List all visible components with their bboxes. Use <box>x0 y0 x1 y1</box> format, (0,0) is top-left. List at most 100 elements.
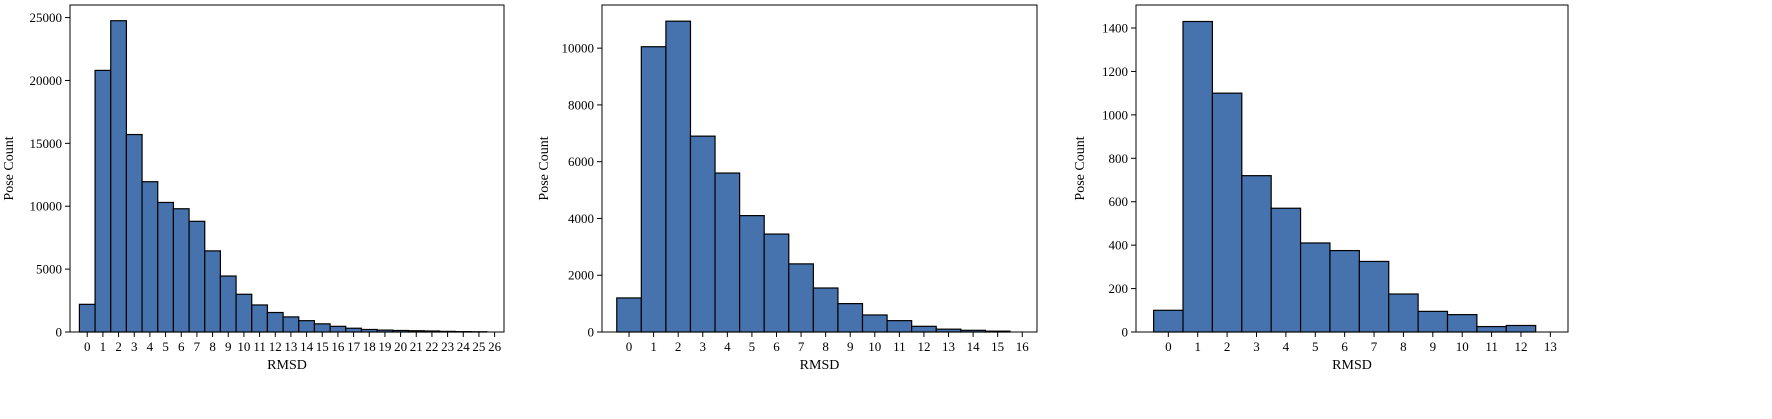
chart1-x-tick-label: 8 <box>209 339 216 354</box>
chart3-x-tick-label: 1 <box>1194 339 1201 354</box>
chart3-bar <box>1211 92 1243 333</box>
chart1-bar <box>188 220 206 333</box>
chart2-x-tick-label: 10 <box>868 339 881 354</box>
chart3-y-tick-label: 200 <box>1109 281 1129 296</box>
chart3-y-tick-label: 0 <box>1122 325 1129 340</box>
chart1-bar <box>125 133 143 333</box>
chart2-x-axis-label: RMSD <box>800 358 840 373</box>
chart3-bar <box>1241 175 1272 333</box>
chart3-x-tick-label: 4 <box>1283 339 1290 354</box>
chart1-y-tick-label: 15000 <box>30 136 63 151</box>
chart1-bar <box>219 275 237 333</box>
chart2-y-tick-label: 10000 <box>562 41 595 56</box>
chart3-x-tick-label: 8 <box>1400 339 1407 354</box>
chart2-panel: 0 1 2 3 4 5 6 7 8 9 10 11 12 13 14 15 160200040006000800… <box>537 4 1038 373</box>
chart2-y-tick-label: 0 <box>588 325 595 340</box>
chart1-x-tick-label: 6 <box>178 339 185 354</box>
chart1-bar <box>251 304 269 333</box>
chart1-x-tick-label: 5 <box>162 339 169 354</box>
chart1-x-tick-label: 20 <box>394 339 407 354</box>
chart3-x-tick-label: 9 <box>1430 339 1437 354</box>
chart1-axes-frame <box>69 4 505 333</box>
chart1-bar <box>110 20 128 333</box>
chart1-x-tick-label: 7 <box>194 339 201 354</box>
chart3-bar <box>1476 325 1507 333</box>
chart2-bar <box>763 233 790 333</box>
chart3-x-tick-label: 12 <box>1514 339 1527 354</box>
chart1-bar <box>329 325 347 333</box>
chart1-x-tick-label: 21 <box>410 339 423 354</box>
chart1-x-tick-label: 11 <box>253 339 266 354</box>
chart2-y-tick-label: 6000 <box>568 154 594 169</box>
chart1-x-tick-label: 26 <box>488 339 502 354</box>
chart3-bar <box>1505 324 1537 333</box>
chart1-bar <box>94 69 112 333</box>
chart1-panel: 0 1 2 3 4 5 6 7 8 9 10 11 12 13 14 15 16 17 18 19 20 21 22 23 24… <box>2 4 505 373</box>
chart1-x-tick-label: 14 <box>300 339 314 354</box>
chart2-bar <box>861 314 888 333</box>
chart3-bar <box>1358 260 1390 333</box>
chart2-bar <box>911 325 937 333</box>
chart3-x-tick-label: 2 <box>1224 339 1231 354</box>
chart3-y-tick-label: 1000 <box>1102 107 1128 122</box>
chart2-bar <box>665 20 692 333</box>
chart2-x-tick-label: 15 <box>991 339 1004 354</box>
chart2-x-tick-label: 0 <box>626 339 633 354</box>
chart3-bar <box>1417 310 1449 333</box>
chart1-x-tick-label: 13 <box>284 339 297 354</box>
chart2-x-tick-label: 8 <box>822 339 829 354</box>
chart2-x-tick-label: 12 <box>917 339 930 354</box>
chart1-bar <box>235 293 253 333</box>
chart1-x-tick-label: 10 <box>237 339 250 354</box>
chart2-bar <box>837 303 864 333</box>
chart2-bar <box>616 297 642 333</box>
chart3-y-axis-label: Pose Count <box>1073 136 1088 200</box>
chart1-y-tick-label: 20000 <box>30 73 63 88</box>
chart3-panel: 0 1 2 3 4 5 6 7 8 9 10 11 12 130200400600800100012001… <box>1073 4 1569 373</box>
chart3-bar <box>1329 249 1360 333</box>
chart1-y-axis-label: Pose Count <box>2 136 17 200</box>
chart1-x-tick-label: 2 <box>115 339 122 354</box>
chart1-x-tick-label: 16 <box>331 339 345 354</box>
chart2-bar <box>739 215 765 333</box>
chart1-x-axis-label: RMSD <box>267 358 307 373</box>
chart3-x-tick-label: 10 <box>1456 339 1469 354</box>
chart1-x-tick-label: 12 <box>269 339 282 354</box>
chart3-x-tick-label: 7 <box>1371 339 1378 354</box>
chart1-bar <box>141 181 159 333</box>
chart3-x-tick-label: 13 <box>1544 339 1557 354</box>
chart1-x-tick-label: 15 <box>316 339 329 354</box>
chart3-bar <box>1153 309 1184 333</box>
chart2-bar <box>812 287 839 333</box>
chart3-bar <box>1446 314 1478 333</box>
chart3-y-tick-label: 1400 <box>1102 21 1128 36</box>
chart3-axes-frame <box>1135 4 1569 333</box>
chart1-bar <box>157 201 175 333</box>
chart2-bar <box>788 263 814 333</box>
chart3-bar <box>1270 207 1302 333</box>
chart3-y-tick-label: 1200 <box>1102 64 1128 79</box>
chart1-x-tick-label: 17 <box>347 339 361 354</box>
chart2-y-tick-label: 2000 <box>568 268 594 283</box>
chart2-axes-frame <box>601 4 1038 333</box>
chart2-y-axis-label: Pose Count <box>537 136 552 200</box>
chart2-x-tick-label: 2 <box>675 339 682 354</box>
chart2-y-tick-label: 4000 <box>568 211 594 226</box>
chart1-bar <box>298 320 316 333</box>
chart1-bar <box>172 208 190 333</box>
chart3-x-axis-label: RMSD <box>1332 358 1372 373</box>
chart3-x-tick-label: 5 <box>1312 339 1319 354</box>
chart3-bar <box>1388 293 1419 333</box>
chart1-y-tick-label: 25000 <box>30 10 63 25</box>
chart1-x-tick-label: 3 <box>131 339 138 354</box>
chart1-bar <box>282 316 300 333</box>
chart1-y-tick-label: 5000 <box>36 262 62 277</box>
chart1-x-tick-label: 0 <box>84 339 91 354</box>
chart2-x-tick-label: 4 <box>724 339 731 354</box>
chart2-x-tick-label: 3 <box>700 339 707 354</box>
chart1-x-tick-label: 23 <box>441 339 454 354</box>
chart3-bar <box>1182 20 1214 333</box>
chart2-x-tick-label: 5 <box>749 339 756 354</box>
chart1-bar <box>78 303 96 333</box>
chart2-bar <box>689 135 716 333</box>
